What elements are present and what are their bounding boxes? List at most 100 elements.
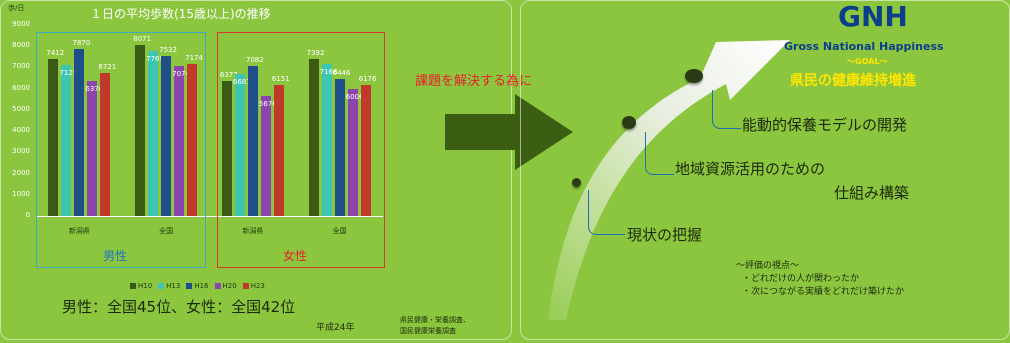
step3-connector xyxy=(588,190,625,235)
bar-value-label: 6721 xyxy=(98,63,117,72)
evaluation-item-2: ・次につながる実績をどれだけ築けたか xyxy=(742,287,905,297)
y-tick-label: 4000 xyxy=(12,126,30,135)
legend-swatch xyxy=(130,283,136,289)
legend-label: H10 xyxy=(138,282,153,290)
bar-H10 xyxy=(135,44,146,216)
right-arrow-icon xyxy=(445,94,573,170)
legend-item: H16 xyxy=(186,282,209,290)
bar-value-label: 7532 xyxy=(159,46,177,55)
bar-value-label: 8071 xyxy=(133,34,151,43)
legend-item: H10 xyxy=(130,282,152,290)
bar-H13 xyxy=(321,63,332,216)
female-label: 女性 xyxy=(283,249,308,263)
bar-value-label: 7870 xyxy=(72,38,91,47)
milestone-dot-goal xyxy=(685,69,703,83)
bar-H20 xyxy=(174,65,185,216)
ranking-text: 男性：全国45位、女性：全国42位 xyxy=(62,298,296,316)
step-2-label-line2: 仕組み構築 xyxy=(834,184,910,202)
bar-value-label: 7392 xyxy=(306,49,325,58)
x-category-label: 新潟県 xyxy=(68,227,90,235)
bar-H23 xyxy=(100,73,111,216)
legend-swatch xyxy=(214,283,221,289)
step-3-label: 現状の把握 xyxy=(627,226,703,244)
growth-curve-arrow xyxy=(548,40,790,320)
bar-H16 xyxy=(74,48,85,216)
bar-H16 xyxy=(161,56,172,216)
bar-value-label: 7074 xyxy=(172,69,190,78)
gnh-title: GNH xyxy=(838,0,908,33)
evaluation-title: ～評価の視点～ xyxy=(736,261,800,271)
chart-title: １日の平均歩数(15歳以上)の推移 xyxy=(90,7,271,21)
evaluation-item-1: ・どれだけの人が関わったか xyxy=(742,274,860,284)
legend-item: H20 xyxy=(214,282,237,290)
bar-value-label: 5676 xyxy=(258,99,277,108)
bar-H13 xyxy=(61,64,72,216)
legend-item: H13 xyxy=(158,282,180,290)
step2-connector xyxy=(645,132,674,175)
y-tick-label: 2000 xyxy=(12,168,30,177)
male-group-box xyxy=(36,32,206,268)
chart-panel xyxy=(0,0,512,340)
milestone-dot-step1 xyxy=(622,116,636,129)
year-note: 平成24年 xyxy=(316,323,355,333)
y-tick-label: 6000 xyxy=(12,83,30,92)
y-tick-label: 9000 xyxy=(12,20,30,28)
bar-value-label: 6687 xyxy=(232,78,251,87)
legend-label: H13 xyxy=(166,282,181,290)
legend-swatch xyxy=(158,283,165,289)
chart-legend: H10 H13 H16 H20 H23 xyxy=(130,274,271,293)
bar-H20 xyxy=(347,88,358,216)
bar-H16 xyxy=(247,65,258,216)
bar-H10 xyxy=(308,59,319,216)
y-tick-label: 0 xyxy=(25,211,30,219)
bar-H16 xyxy=(334,79,345,216)
y-tick-label: 7000 xyxy=(12,62,30,71)
y-tick-label: 3000 xyxy=(12,147,30,156)
bar-value-label: 6377 xyxy=(219,70,238,79)
source-line-1: 県民健康・栄養調査、 xyxy=(400,316,470,324)
bar-value-label: 7412 xyxy=(46,48,65,57)
bar-chart: 0 1000 2000 3000 4000 5000 6000 7000 8000 9000 741… xyxy=(0,0,512,290)
y-tick-label: 8000 xyxy=(12,41,30,50)
gnh-subtitle: Gross National Happiness xyxy=(784,40,944,53)
bar-value-label: 6006 xyxy=(345,92,364,101)
bar-value-label: 7082 xyxy=(245,55,264,64)
y-tick-label: 1000 xyxy=(12,189,30,198)
step-2-label-line1: 地域資源活用のための xyxy=(675,160,826,178)
bar-H10 xyxy=(221,80,232,216)
legend-item: H23 xyxy=(242,282,265,290)
bar-value-label: 7168 xyxy=(319,67,338,76)
bar-H10 xyxy=(48,58,59,216)
legend-label: H23 xyxy=(250,282,265,290)
legend-label: H20 xyxy=(222,282,237,290)
y-tick-label: 5000 xyxy=(12,104,30,113)
x-category-label: 全国 xyxy=(332,227,347,235)
y-axis-unit: 歩/日 xyxy=(8,4,25,12)
x-category-label: 全国 xyxy=(159,227,174,235)
bar-H23 xyxy=(187,63,198,216)
bar-H20 xyxy=(87,80,98,216)
bar-value-label: 6151 xyxy=(271,75,290,84)
goal-label: ～GOAL～ xyxy=(847,57,888,66)
legend-label: H16 xyxy=(194,282,209,290)
bar-value-label: 7125 xyxy=(59,68,78,77)
x-category-label: 新潟県 xyxy=(242,227,264,235)
bar-value-label: 7769 xyxy=(146,55,164,64)
female-group-box xyxy=(217,32,385,268)
bar-H20 xyxy=(260,95,271,216)
bar-value-label: 6446 xyxy=(332,69,351,78)
source-line-2: 国民健康栄養調査 xyxy=(400,327,456,335)
bar-H13 xyxy=(148,51,159,216)
legend-swatch xyxy=(186,283,193,289)
bar-H23 xyxy=(360,84,371,216)
bar-value-label: 6176 xyxy=(358,74,377,83)
step1-connector xyxy=(712,90,741,129)
bar-value-label: 7174 xyxy=(185,53,203,62)
male-label: 男性 xyxy=(103,249,128,263)
x-axis-line xyxy=(36,216,383,217)
bar-H23 xyxy=(273,85,284,216)
arrow-caption: 課題を解決する為に xyxy=(415,74,533,89)
bar-value-label: 6370 xyxy=(85,84,104,93)
milestone-dot-step3 xyxy=(572,178,581,187)
bar-H13 xyxy=(234,74,245,216)
